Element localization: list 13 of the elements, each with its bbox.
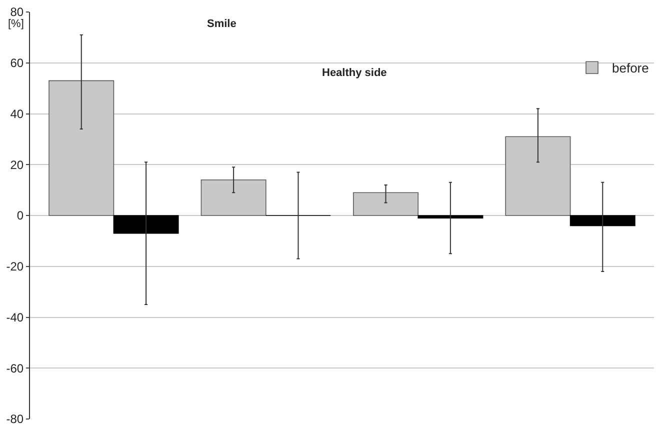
y-axis-title: [%] bbox=[8, 18, 24, 30]
y-tick-label: -80 bbox=[6, 412, 24, 426]
annotation: Smile bbox=[207, 18, 236, 30]
y-tick-label: -60 bbox=[6, 361, 24, 376]
legend-label: before bbox=[612, 60, 649, 76]
y-tick-label: 40 bbox=[10, 106, 24, 121]
y-tick-label: -40 bbox=[6, 310, 24, 324]
y-tick-label: 0 bbox=[16, 208, 24, 223]
y-tick-label: 80 bbox=[10, 5, 24, 20]
y-tick-label: 60 bbox=[10, 56, 24, 70]
y-tick-label: -20 bbox=[6, 260, 24, 274]
y-tick-label: 20 bbox=[10, 158, 24, 172]
annotation: Healthy side bbox=[322, 67, 387, 79]
